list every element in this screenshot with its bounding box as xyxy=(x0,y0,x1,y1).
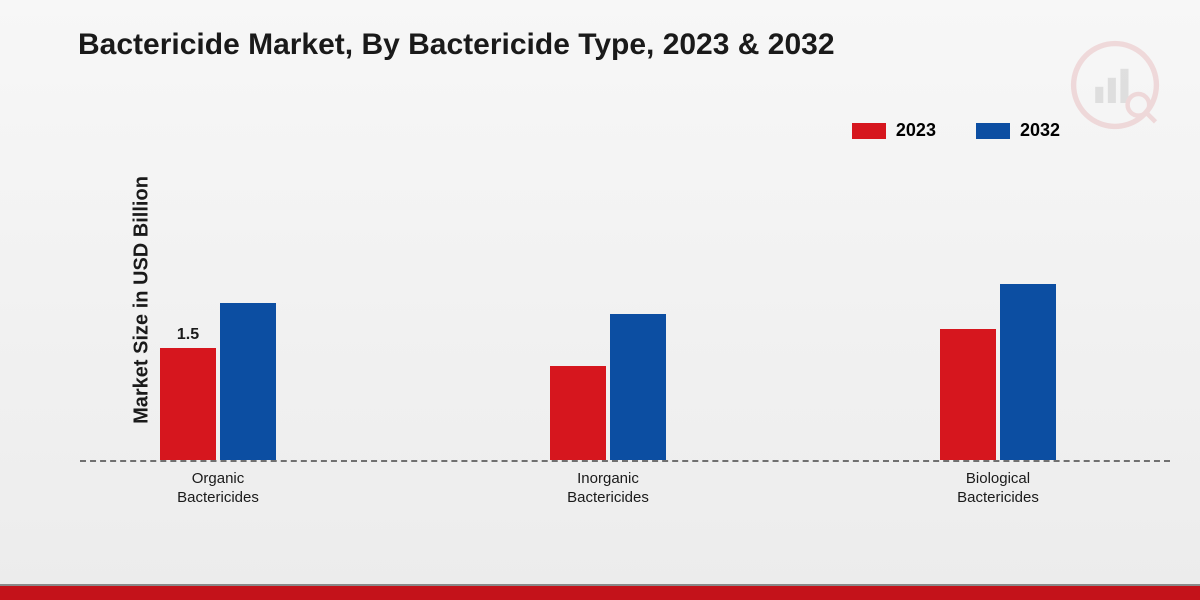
legend: 2023 2032 xyxy=(852,120,1060,141)
category-label-organic: Organic Bactericides xyxy=(177,470,259,508)
bar-biological-2023 xyxy=(940,329,996,460)
bar-value-label: 1.5 xyxy=(177,326,199,344)
chart-root: Bactericide Market, By Bactericide Type,… xyxy=(0,0,1200,600)
bar-inorganic-2023 xyxy=(550,366,606,460)
bar-inorganic-2032 xyxy=(610,314,666,460)
legend-item-2032: 2032 xyxy=(976,120,1060,141)
bar-organic-2023 xyxy=(160,348,216,461)
footer-bar xyxy=(0,586,1200,600)
legend-label-2023: 2023 xyxy=(896,120,936,141)
category-label-inorganic: Inorganic Bactericides xyxy=(567,470,649,508)
legend-swatch-2023 xyxy=(852,123,886,139)
category-label-biological: Biological Bactericides xyxy=(957,470,1039,508)
legend-item-2023: 2023 xyxy=(852,120,936,141)
chart-title: Bactericide Market, By Bactericide Type,… xyxy=(78,28,835,62)
watermark-logo xyxy=(1070,40,1160,130)
legend-label-2032: 2032 xyxy=(1020,120,1060,141)
plot-area: 2023 2032 1.5 Organic Bactericides Inorg… xyxy=(80,120,1170,490)
bar-biological-2032 xyxy=(1000,284,1056,460)
x-axis-baseline xyxy=(80,460,1170,462)
bar-organic-2032 xyxy=(220,303,276,461)
legend-swatch-2032 xyxy=(976,123,1010,139)
